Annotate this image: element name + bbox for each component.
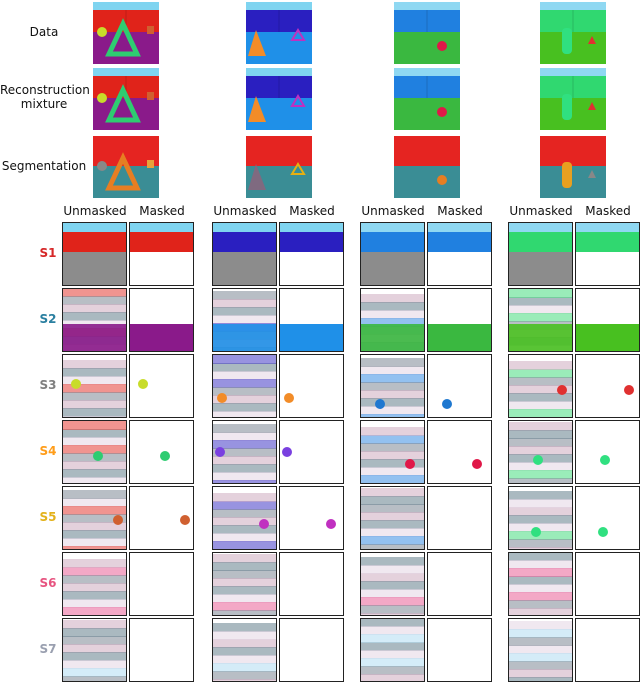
slot-1-masked-3	[427, 222, 492, 286]
slot-7-unmasked-1	[62, 618, 127, 682]
slot-6-unmasked-2	[212, 552, 277, 616]
row-label-data: Data	[29, 25, 59, 39]
column-header-masked-2: Masked	[289, 204, 335, 218]
slot-3-masked-1	[129, 354, 194, 418]
top-data-image-3	[394, 2, 460, 64]
row-label-recon: Reconstruction mixture	[0, 83, 90, 111]
column-header-unmasked-3: Unmasked	[361, 204, 425, 218]
top-seg-image-4	[540, 136, 606, 198]
slot-3-unmasked-3	[360, 354, 425, 418]
slot-2-masked-1	[129, 288, 194, 352]
slot-5-unmasked-3	[360, 486, 425, 550]
slot-3-unmasked-1	[62, 354, 127, 418]
slot-3-masked-3	[427, 354, 492, 418]
slot-6-unmasked-3	[360, 552, 425, 616]
slot-4-unmasked-1	[62, 420, 127, 484]
slot-7-masked-1	[129, 618, 194, 682]
slot-6-masked-4	[575, 552, 640, 616]
slot-5-unmasked-4	[508, 486, 573, 550]
slot-label-s2: S2	[39, 312, 57, 326]
top-data-image-1	[93, 2, 159, 64]
slot-1-unmasked-1	[62, 222, 127, 286]
slot-label-s1: S1	[39, 246, 57, 260]
slot-4-masked-4	[575, 420, 640, 484]
top-recon-image-2	[246, 68, 312, 130]
slot-1-unmasked-4	[508, 222, 573, 286]
slot-7-masked-4	[575, 618, 640, 682]
slot-1-masked-4	[575, 222, 640, 286]
slot-4-unmasked-2	[212, 420, 277, 484]
slot-5-unmasked-2	[212, 486, 277, 550]
slot-7-unmasked-3	[360, 618, 425, 682]
column-header-unmasked-2: Unmasked	[213, 204, 277, 218]
slot-5-masked-4	[575, 486, 640, 550]
column-header-unmasked-4: Unmasked	[509, 204, 573, 218]
slot-4-unmasked-3	[360, 420, 425, 484]
slot-label-s5: S5	[39, 510, 57, 524]
slot-2-unmasked-3	[360, 288, 425, 352]
top-seg-image-3	[394, 136, 460, 198]
slot-7-unmasked-2	[212, 618, 277, 682]
slot-5-masked-2	[279, 486, 344, 550]
slot-3-unmasked-2	[212, 354, 277, 418]
top-seg-image-1	[93, 136, 159, 198]
slot-3-unmasked-4	[508, 354, 573, 418]
column-header-unmasked-1: Unmasked	[63, 204, 127, 218]
slot-label-s7: S7	[39, 642, 57, 656]
slot-2-unmasked-4	[508, 288, 573, 352]
slot-7-masked-3	[427, 618, 492, 682]
column-header-masked-3: Masked	[437, 204, 483, 218]
top-data-image-4	[540, 2, 606, 64]
slot-1-masked-1	[129, 222, 194, 286]
slot-6-masked-2	[279, 552, 344, 616]
slot-4-unmasked-4	[508, 420, 573, 484]
slot-label-s3: S3	[39, 378, 57, 392]
slot-3-masked-2	[279, 354, 344, 418]
slot-6-unmasked-4	[508, 552, 573, 616]
top-recon-image-4	[540, 68, 606, 130]
slot-2-unmasked-1	[62, 288, 127, 352]
column-header-masked-1: Masked	[139, 204, 185, 218]
slot-2-masked-2	[279, 288, 344, 352]
slot-4-masked-1	[129, 420, 194, 484]
slot-1-unmasked-2	[212, 222, 277, 286]
top-recon-image-1	[93, 68, 159, 130]
slot-6-unmasked-1	[62, 552, 127, 616]
column-header-masked-4: Masked	[585, 204, 631, 218]
slot-1-masked-2	[279, 222, 344, 286]
slot-5-masked-1	[129, 486, 194, 550]
slot-2-unmasked-2	[212, 288, 277, 352]
slot-5-masked-3	[427, 486, 492, 550]
slot-7-masked-2	[279, 618, 344, 682]
slot-2-masked-3	[427, 288, 492, 352]
slot-label-s4: S4	[39, 444, 57, 458]
slot-6-masked-1	[129, 552, 194, 616]
row-label-seg: Segmentation	[1, 159, 87, 173]
slot-2-masked-4	[575, 288, 640, 352]
slot-6-masked-3	[427, 552, 492, 616]
slot-5-unmasked-1	[62, 486, 127, 550]
slot-4-masked-2	[279, 420, 344, 484]
top-recon-image-3	[394, 68, 460, 130]
slot-3-masked-4	[575, 354, 640, 418]
slot-1-unmasked-3	[360, 222, 425, 286]
slot-label-s6: S6	[39, 576, 57, 590]
top-seg-image-2	[246, 136, 312, 198]
slot-4-masked-3	[427, 420, 492, 484]
top-data-image-2	[246, 2, 312, 64]
slot-7-unmasked-4	[508, 618, 573, 682]
